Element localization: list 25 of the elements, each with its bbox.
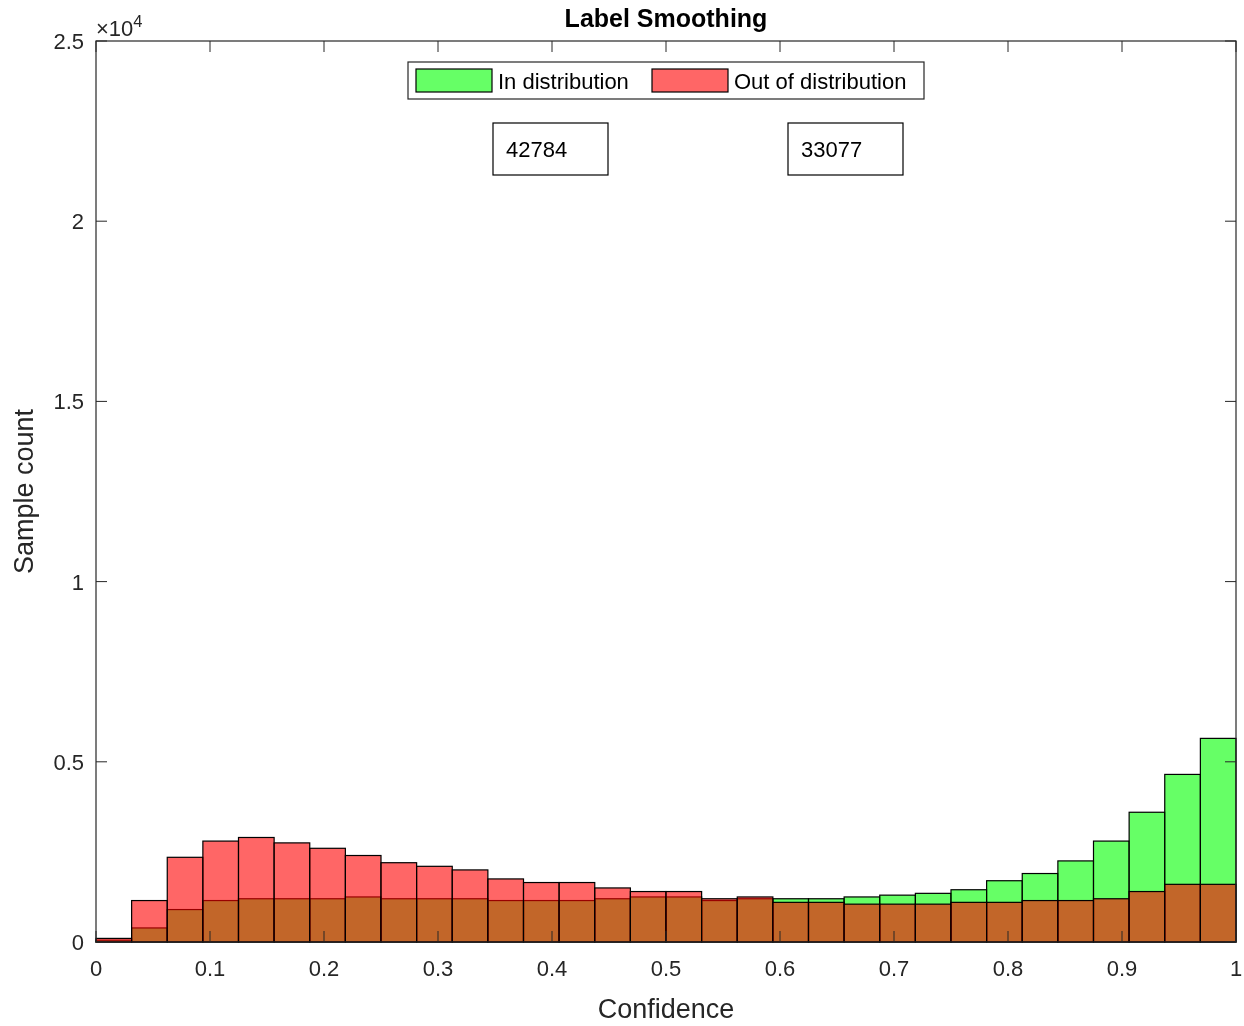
annotation: ×10$^{4}$ (96, 12, 143, 41)
y-tick-label: 1 (71, 569, 84, 595)
x-tick-label: 0.7 (878, 956, 910, 981)
x-tick-label: 1 (1229, 956, 1243, 981)
x-tick-label: 0.9 (1106, 956, 1138, 981)
x-axis-title: Confidence (597, 994, 735, 1024)
x-tick-label: 0.4 (536, 956, 568, 981)
x-tick-label: 0.5 (650, 956, 682, 981)
x-tick-label: 0.2 (308, 956, 340, 981)
x-tick-label: 0.1 (194, 956, 226, 981)
chart-title: Label Smoothing (564, 4, 768, 32)
y-tick-label: 0.5 (53, 749, 84, 775)
legend-label: In distribution (498, 69, 629, 94)
y-tick-label: 0 (71, 930, 84, 955)
x-tick-label: 0.3 (422, 956, 454, 981)
annotation: 33077 (801, 137, 863, 162)
y-tick-label: 1.5 (53, 389, 84, 415)
annotation: 42784 (506, 137, 568, 162)
y-tick-label: 2.5 (53, 29, 84, 54)
y-axis-title: Sample count (9, 408, 39, 575)
x-tick-label: 0.6 (764, 956, 796, 981)
y-tick-label: 2 (71, 209, 84, 235)
x-tick-label: 0 (89, 956, 103, 981)
x-tick-label: 0.8 (992, 956, 1024, 981)
legend-label: Out of distribution (734, 69, 907, 94)
